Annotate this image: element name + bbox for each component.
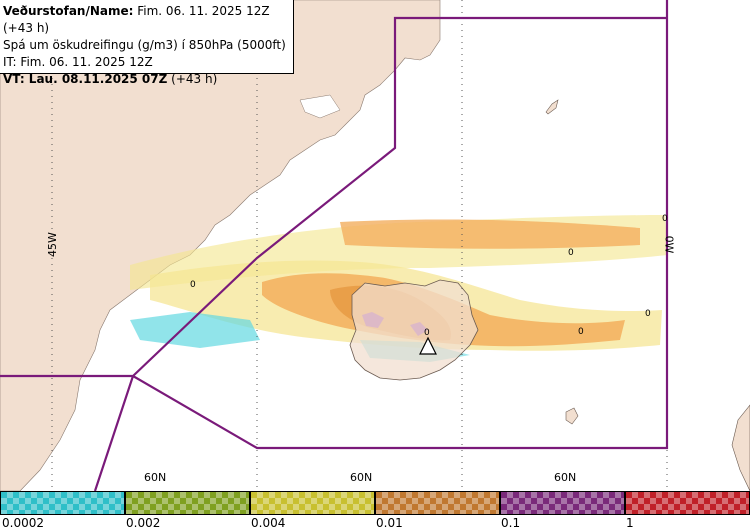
lat-label-2: 60N <box>350 471 373 484</box>
legend-swatch-2 <box>250 491 375 515</box>
forecast-info-box: Veðurstofan/Name: Fim. 06. 11. 2025 12Z … <box>0 0 294 86</box>
lon-label-0w: 0W <box>662 235 676 254</box>
contour-label: 0 <box>662 214 668 224</box>
legend-tick-4: 0.1 <box>501 516 521 530</box>
info-line-1-prefix: Veðurstofan/Name: <box>3 4 134 18</box>
legend-swatch-3 <box>375 491 500 515</box>
info-line-4-suffix: (+43 h) <box>167 72 218 86</box>
iceland-land <box>349 279 479 381</box>
contour-label: 0 <box>578 327 584 337</box>
volcano-marker-icon <box>419 336 437 355</box>
info-line-3: IT: Fim. 06. 11. 2025 12Z <box>3 55 153 69</box>
legend-swatch-5 <box>625 491 750 515</box>
info-line-4-prefix: VT: <box>3 72 25 86</box>
legend-swatch-0 <box>0 491 125 515</box>
legend-tick-1: 0.002 <box>126 516 161 530</box>
region-boundary <box>0 0 669 491</box>
lon-label-45w: 45W <box>45 232 59 257</box>
greenland-fjord <box>299 94 341 119</box>
contour-label: 0 <box>424 328 430 338</box>
info-line-4: VT: Lau. 08.11.2025 07Z (+43 h) <box>3 71 293 88</box>
lat-label-1: 60N <box>144 471 167 484</box>
contour-label: 0 <box>190 280 196 290</box>
ash-dispersion-map: 0 0 0 0 0 0 <box>0 0 750 491</box>
info-line-1: Veðurstofan/Name: Fim. 06. 11. 2025 12Z … <box>3 3 293 37</box>
legend-swatch-4 <box>500 491 625 515</box>
norway-coast <box>731 404 750 491</box>
info-line-1-value: Fim. 06. 11. 2025 12Z (+43 h) <box>3 4 270 35</box>
legend-tick-3: 0.01 <box>376 516 403 530</box>
faroe-islands <box>565 407 579 425</box>
contour-labels: 0 0 0 0 0 0 <box>190 214 668 338</box>
legend-tick-0: 0.0002 <box>2 516 44 530</box>
jan-mayen <box>545 99 559 115</box>
info-line-4-value: Lau. 08.11.2025 07Z <box>24 72 168 86</box>
legend-tick-2: 0.004 <box>251 516 286 530</box>
concentration-legend: 0.0002 0.002 0.004 0.01 0.1 1 <box>0 491 750 532</box>
legend-tick-5: 1 <box>626 516 634 530</box>
greenland-land <box>0 0 441 491</box>
legend-swatch-1 <box>125 491 250 515</box>
lat-label-3: 60N <box>554 471 577 484</box>
contour-label: 0 <box>568 248 574 258</box>
contour-label: 0 <box>645 309 651 319</box>
info-line-2: Spá um öskudreifingu (g/m3) í 850hPa (50… <box>3 38 286 52</box>
